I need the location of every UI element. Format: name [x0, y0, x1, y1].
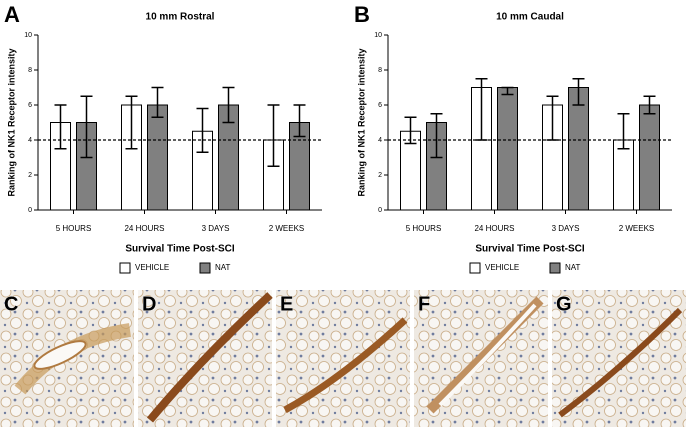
y-axis-label: Ranking of NK1 Receptor intensity [356, 48, 366, 196]
legend-swatch [199, 262, 211, 274]
panel-label: B [354, 2, 370, 27]
legend-swatch [119, 262, 131, 274]
x-tick-label: 24 HOURS [474, 224, 514, 233]
y-tick-label: 2 [378, 172, 382, 179]
x-tick-label: 2 WEEKS [269, 224, 305, 233]
chart-title: 10 mm Caudal [496, 12, 564, 23]
panel-label: G [556, 293, 572, 315]
y-tick-label: 10 [374, 32, 382, 39]
y-axis-label: Ranking of NK1 Receptor intensity [6, 48, 16, 196]
bar [147, 104, 168, 211]
panel-label: E [280, 293, 293, 315]
vessel [146, 292, 273, 423]
panel-label: D [142, 293, 156, 315]
x-tick-label: 3 DAYS [552, 224, 580, 233]
y-tick-label: 10 [24, 32, 32, 39]
vessel [558, 307, 683, 418]
micrographs [0, 290, 686, 427]
y-tick-label: 0 [378, 207, 382, 214]
panel-label: F [418, 293, 430, 315]
x-tick-label: 5 HOURS [406, 224, 442, 233]
x-tick-label: 3 DAYS [202, 224, 230, 233]
vessel [283, 317, 408, 414]
x-axis-label: Survival Time Post-SCI [125, 244, 235, 255]
bar [613, 139, 634, 211]
x-axis-label: Survival Time Post-SCI [475, 244, 585, 255]
y-tick-label: 4 [28, 137, 32, 144]
x-tick-label: 5 HOURS [56, 224, 92, 233]
bar [497, 87, 518, 211]
panel-label: A [4, 2, 20, 27]
bar [568, 87, 589, 211]
vessel [33, 340, 87, 370]
y-tick-label: 4 [378, 137, 382, 144]
legend-swatch [549, 262, 561, 274]
y-tick-label: 2 [28, 172, 32, 179]
y-tick-label: 8 [378, 67, 382, 74]
y-tick-label: 8 [28, 67, 32, 74]
chart-title: 10 mm Rostral [146, 12, 215, 23]
panel-label: C [4, 293, 18, 315]
legend-label: NAT [565, 263, 581, 272]
vessel [438, 303, 537, 407]
legend-label: VEHICLE [485, 263, 519, 272]
x-tick-label: 2 WEEKS [619, 224, 655, 233]
y-tick-label: 6 [378, 102, 382, 109]
legend-swatch [469, 262, 481, 274]
y-tick-label: 0 [28, 207, 32, 214]
legend-label: NAT [215, 263, 231, 272]
x-tick-label: 24 HOURS [124, 224, 164, 233]
y-tick-label: 6 [28, 102, 32, 109]
legend-label: VEHICLE [135, 263, 169, 272]
bar [639, 104, 660, 211]
